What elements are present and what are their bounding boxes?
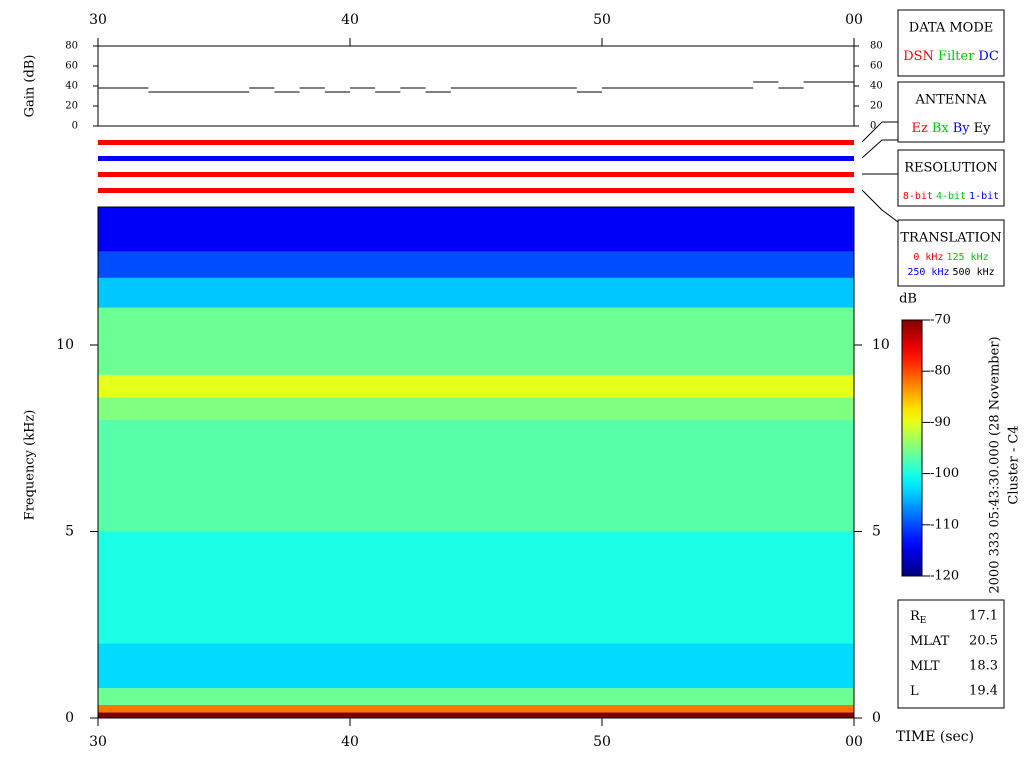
spectrogram-band: [98, 419, 854, 532]
spectrogram-band: [98, 643, 854, 689]
side-panel-item: 250 kHz: [907, 267, 949, 278]
side-panel-item: By: [953, 121, 971, 136]
spectrogram-band: [98, 277, 854, 308]
y-tick-label-right: 60: [870, 61, 883, 72]
x-tick-label: 30: [89, 12, 107, 28]
caption: Cluster - C4: [1007, 425, 1022, 504]
side-panel-item: DSN: [903, 49, 934, 64]
info-label-text: L: [910, 684, 919, 699]
colorbar-tick-label: -100: [930, 466, 959, 481]
info-label: MLT: [910, 659, 940, 674]
y-tick-label: 20: [65, 101, 78, 112]
y-tick-label-right: 0: [872, 710, 881, 726]
side-panel-item: 0 kHz: [913, 252, 943, 263]
side-panel-row: 0 kHz 125 kHz: [913, 252, 988, 263]
info-value: 20.5: [969, 634, 998, 649]
info-label: RE: [910, 609, 926, 626]
side-panel-item: 4-bit: [936, 191, 966, 202]
info-label: MLAT: [910, 634, 950, 649]
info-value: 17.1: [969, 609, 998, 624]
info-label-sub: E: [920, 616, 927, 626]
y-tick-label-right: 20: [870, 101, 883, 112]
side-panel-title: ANTENNA: [914, 93, 987, 108]
side-panel: [897, 219, 1005, 287]
side-panel: [897, 149, 1005, 207]
colorbar-tick-label: -70: [930, 313, 951, 328]
y-tick-label: 60: [65, 61, 78, 72]
x-tick-label: 00: [845, 734, 863, 750]
side-panel-title: TRANSLATION: [900, 231, 1001, 246]
spectrogram-band: [98, 374, 854, 398]
y-axis-label: Gain (dB): [23, 55, 38, 118]
side-panel: [897, 9, 1005, 77]
colorbar: [901, 319, 923, 577]
info-label: L: [910, 684, 919, 699]
side-panel-row: 250 kHz 500 kHz: [907, 267, 994, 278]
x-axis-label: TIME (sec): [896, 729, 974, 745]
y-tick-label-right: 80: [870, 41, 883, 52]
x-tick-label: 30: [89, 734, 107, 750]
gain-frame: [97, 45, 855, 127]
spectrogram-band: [98, 688, 854, 705]
status-bar: [98, 140, 854, 145]
colorbar-label: dB: [899, 292, 917, 307]
info-box: [897, 599, 1005, 709]
colorbar-tick-label: -80: [930, 364, 951, 379]
status-bar: [98, 172, 854, 177]
side-panel-row: DSN Filter DC: [903, 49, 999, 64]
status-bar: [98, 188, 854, 193]
side-panel-item: Bx: [932, 121, 950, 136]
side-panel-item: 1-bit: [969, 191, 999, 202]
spectrogram-band: [98, 531, 854, 644]
spectrogram-band: [98, 712, 854, 718]
spectrogram-band: [98, 307, 854, 375]
side-panel-item: 500 kHz: [953, 267, 995, 278]
info-value: 18.3: [969, 659, 998, 674]
info-label-text: MLAT: [910, 634, 950, 649]
side-panel-item: 125 kHz: [946, 252, 988, 263]
spectrogram-frame: [97, 206, 855, 719]
side-panel-row: 8-bit 4-bit 1-bit: [903, 191, 999, 202]
y-tick-label-right: 40: [870, 81, 883, 92]
x-tick-label: 50: [593, 12, 611, 28]
connectors: [861, 121, 899, 223]
info-value: 19.4: [969, 684, 998, 699]
y-tick-label: 40: [65, 81, 78, 92]
x-tick-label: 40: [341, 734, 359, 750]
info-label-text: R: [910, 609, 921, 624]
x-tick-label: 40: [341, 12, 359, 28]
caption: 2000 333 05:43:30.000 (28 November): [988, 336, 1003, 593]
y-tick-label: 10: [56, 337, 74, 353]
side-panel-title: RESOLUTION: [904, 161, 998, 176]
side-panel-item: Filter: [938, 49, 975, 64]
y-tick-label: 80: [65, 41, 78, 52]
status-bar: [98, 156, 854, 161]
side-panel: [897, 81, 1005, 143]
side-panel-item: 8-bit: [903, 191, 933, 202]
colorbar-tick-label: -120: [930, 569, 959, 584]
spectrogram-band: [98, 207, 854, 252]
side-panel-item: Ez: [912, 121, 928, 136]
x-tick-label: 50: [593, 734, 611, 750]
x-tick-label: 00: [845, 12, 863, 28]
colorbar-tick-label: -90: [930, 415, 951, 430]
side-panel-item: DC: [978, 49, 998, 64]
side-panel-item: Ey: [974, 121, 991, 136]
spectrogram-band: [98, 704, 854, 713]
y-tick-label-right: 10: [872, 337, 890, 353]
colorbar-tick-label: -110: [930, 517, 959, 532]
y-tick-label: 0: [65, 710, 74, 726]
y-tick-label: 5: [65, 524, 74, 540]
y-tick-label-right: 5: [872, 524, 881, 540]
y-tick-label-right: 0: [870, 121, 876, 132]
y-tick-label: 0: [72, 121, 78, 132]
y-axis-label: Frequency (kHz): [23, 410, 38, 521]
spectrogram-band: [98, 251, 854, 278]
info-label-text: MLT: [910, 659, 940, 674]
side-panel-row: Ez Bx By Ey: [912, 121, 992, 136]
spectrogram-band: [98, 397, 854, 420]
side-panel-title: DATA MODE: [909, 21, 993, 36]
